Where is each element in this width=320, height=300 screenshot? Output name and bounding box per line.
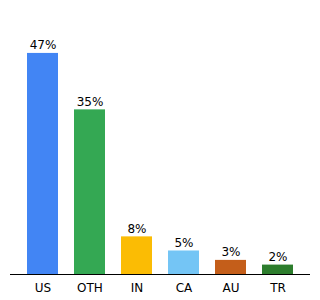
svg-text:47%: 47%	[30, 38, 57, 52]
svg-text:OTH: OTH	[77, 281, 103, 295]
svg-text:2%: 2%	[268, 250, 287, 264]
svg-text:3%: 3%	[221, 245, 240, 259]
svg-text:IN: IN	[131, 281, 144, 295]
svg-text:35%: 35%	[77, 95, 104, 109]
svg-text:AU: AU	[223, 281, 240, 295]
svg-text:5%: 5%	[174, 236, 193, 250]
svg-text:US: US	[35, 281, 51, 295]
svg-text:CA: CA	[176, 281, 193, 295]
svg-text:8%: 8%	[127, 222, 146, 236]
svg-text:TR: TR	[269, 281, 286, 295]
